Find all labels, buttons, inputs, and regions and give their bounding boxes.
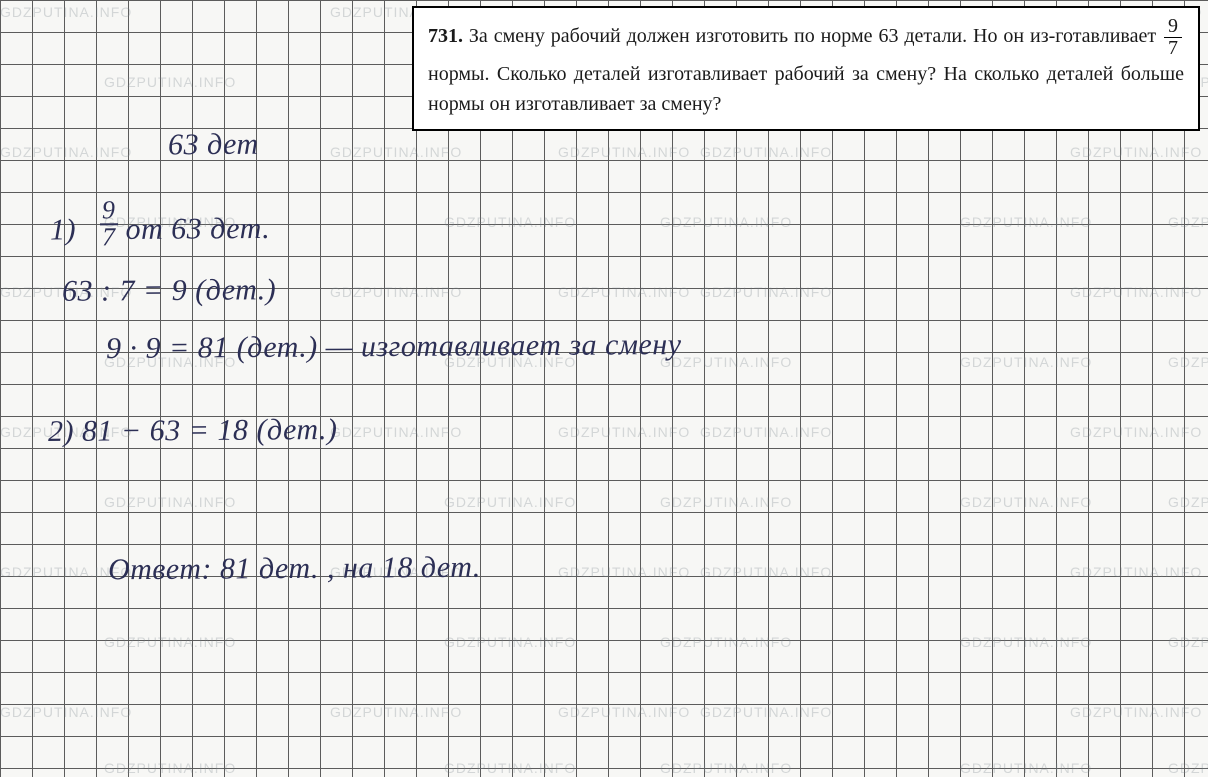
hw-text: 1) bbox=[50, 213, 76, 246]
hw-text: 63 дет bbox=[168, 128, 259, 162]
hw-step2: 2) 81 − 63 = 18 (дет.) bbox=[48, 413, 338, 449]
problem-text-before: За смену рабочий должен изготовить по но… bbox=[469, 25, 1162, 47]
hw-answer: Ответ: 81 дет. , на 18 дет. bbox=[108, 551, 481, 588]
problem-fraction: 9 7 bbox=[1164, 16, 1182, 59]
fraction-denominator: 7 bbox=[1164, 38, 1182, 59]
problem-number: 731. bbox=[428, 25, 463, 47]
hw-text: Ответ: 81 дет. , на 18 дет. bbox=[108, 551, 481, 587]
hw-fraction: 9 7 bbox=[100, 198, 118, 249]
hw-text: 9 · 9 = 81 (дет.) — изготавливает за сме… bbox=[106, 328, 682, 365]
fraction-numerator: 9 bbox=[1164, 16, 1182, 38]
hw-step1c: 9 · 9 = 81 (дет.) — изготавливает за сме… bbox=[106, 328, 682, 366]
hw-text: 63 : 7 = 9 (дет.) bbox=[62, 273, 276, 307]
hw-text: от 63 дет. bbox=[125, 212, 270, 246]
hw-frac-den: 7 bbox=[100, 225, 118, 250]
hw-step1a: 1) 9 7 от 63 дет. bbox=[50, 197, 271, 250]
problem-box: 731. За смену рабочий должен изготовить … bbox=[412, 6, 1200, 131]
problem-text-after: нормы. Сколько деталей изготавливает раб… bbox=[428, 63, 1184, 115]
hw-step1b: 63 : 7 = 9 (дет.) bbox=[62, 273, 276, 308]
hw-text: 2) 81 − 63 = 18 (дет.) bbox=[48, 413, 338, 448]
hw-frac-num: 9 bbox=[100, 198, 118, 225]
hw-given: 63 дет bbox=[168, 128, 259, 163]
